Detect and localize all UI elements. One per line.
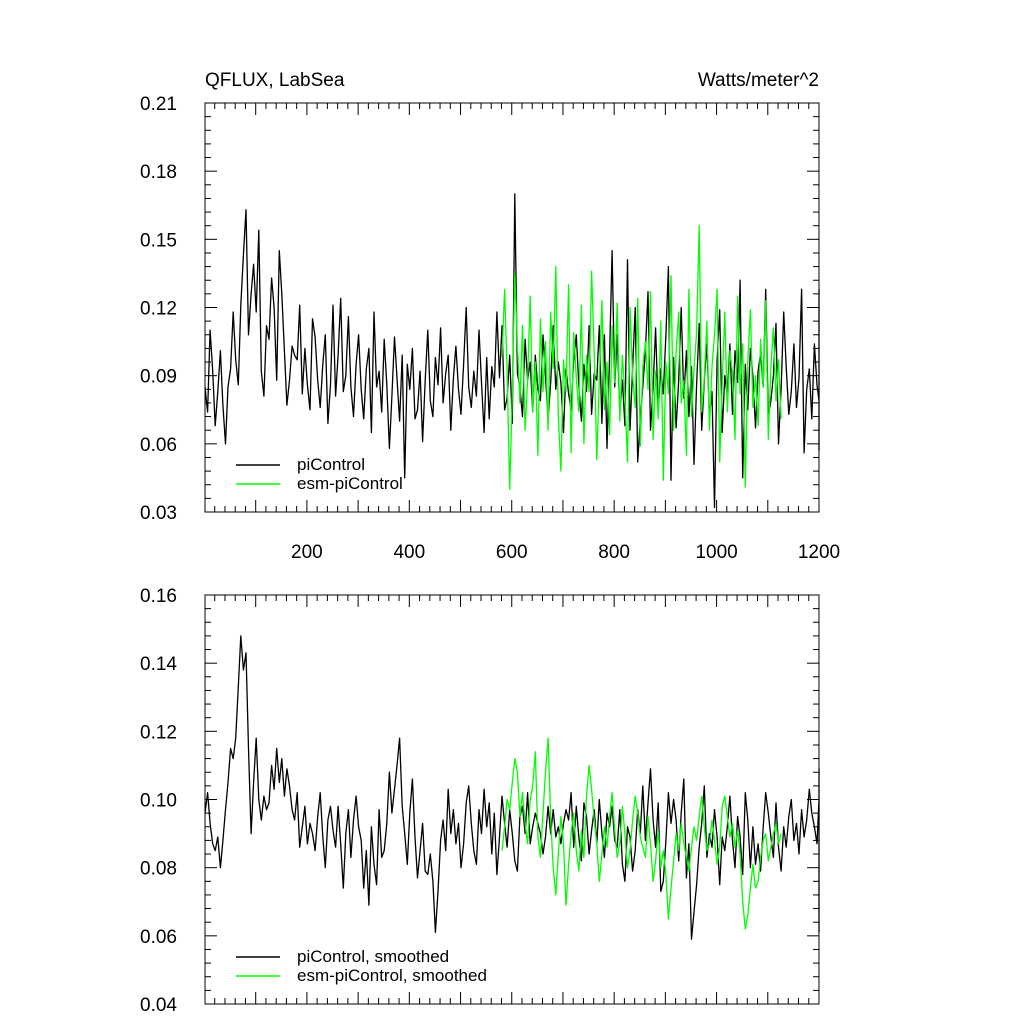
bottom-chart-panel: 0.04 0.06 0.08 0.10 0.12 0.14 0.16 piControl, … <box>140 586 820 1016</box>
y-tick-label: 0.06 <box>140 435 177 456</box>
x-tick-label: 600 <box>496 542 528 563</box>
y-tick-label: 0.08 <box>140 859 177 880</box>
chart-units: Watts/meter^2 <box>698 70 819 91</box>
y-tick-label: 0.09 <box>140 367 177 388</box>
x-tick-label: 800 <box>598 542 630 563</box>
bottom-series-group <box>204 635 820 940</box>
series-line-esm-picontrol-smoothed <box>501 737 782 930</box>
series-line-esm-picontrol <box>501 225 782 490</box>
y-tick-label: 0.16 <box>140 586 177 607</box>
top-tick-labels: 0.03 0.06 0.09 0.12 0.15 0.18 0.21 200 400 600 800… <box>140 94 840 563</box>
x-tick-label: 1000 <box>695 542 737 563</box>
bottom-tick-labels: 0.04 0.06 0.08 0.10 0.12 0.14 0.16 <box>140 586 177 1016</box>
legend-label: piControl, smoothed <box>297 947 449 966</box>
y-tick-label: 0.03 <box>140 503 177 524</box>
y-tick-label: 0.14 <box>140 654 177 675</box>
y-tick-label: 0.12 <box>140 722 177 743</box>
y-tick-label: 0.15 <box>140 230 177 251</box>
chart-title: QFLUX, LabSea <box>205 70 345 91</box>
legend-label: piControl <box>297 455 365 474</box>
x-tick-label: 400 <box>393 542 425 563</box>
legend-label: esm-piControl, smoothed <box>297 966 487 985</box>
y-tick-label: 0.12 <box>140 299 177 320</box>
bottom-plot-frame <box>204 594 820 1005</box>
top-axis-ticks <box>205 102 820 513</box>
x-tick-label: 1200 <box>798 542 840 563</box>
y-tick-label: 0.10 <box>140 791 177 812</box>
y-tick-label: 0.04 <box>140 995 177 1016</box>
top-chart-panel: 0.03 0.06 0.09 0.12 0.15 0.18 0.21 200 400 600 800… <box>140 70 840 563</box>
x-tick-label: 200 <box>291 542 323 563</box>
y-tick-label: 0.06 <box>140 927 177 948</box>
top-plot-frame <box>204 102 820 513</box>
legend-label: esm-piControl <box>297 474 403 493</box>
y-tick-label: 0.18 <box>140 162 177 183</box>
y-tick-label: 0.21 <box>140 94 177 115</box>
